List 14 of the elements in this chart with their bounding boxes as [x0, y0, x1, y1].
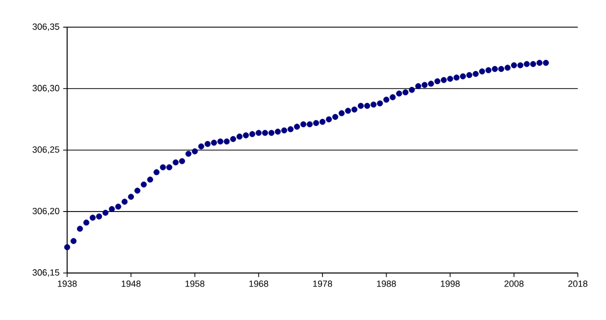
- x-tick-label: 2008: [504, 280, 524, 287]
- x-tick-label: 1978: [313, 280, 332, 287]
- x-tick-label: 2018: [568, 280, 588, 287]
- y-tick-label: 306,15: [32, 269, 60, 277]
- y-tick-label: 306,30: [32, 84, 60, 92]
- x-tick-label: 1998: [440, 280, 460, 287]
- y-tick-label: 306,35: [32, 23, 60, 31]
- x-tick-label: 1958: [186, 280, 204, 287]
- x-tick-label: 1968: [249, 280, 268, 287]
- x-tick-label: 1988: [377, 280, 396, 287]
- x-tick-label: 1938: [58, 280, 77, 287]
- y-tick-label: 306,25: [32, 146, 60, 154]
- x-tick-label: 1948: [122, 280, 141, 287]
- y-tick-label: 306,20: [32, 208, 60, 216]
